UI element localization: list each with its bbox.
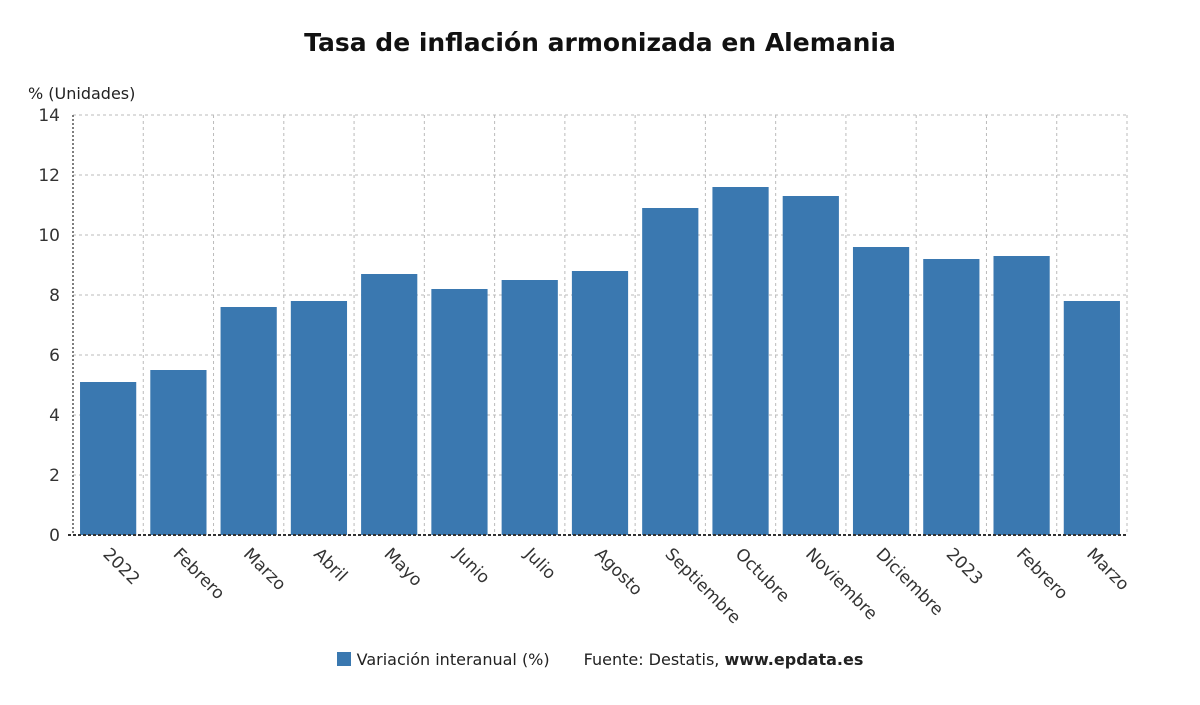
x-tick-label: Febrero [169,544,229,604]
x-tick-label: Febrero [1012,544,1072,604]
bar [923,259,980,535]
y-tick-label: 0 [49,526,60,546]
y-tick-label: 8 [49,286,60,306]
x-tick-label: Junio [449,544,493,588]
bar [571,271,629,535]
x-tick-label: Julio [519,544,559,584]
x-tick-label: Diciembre [872,544,948,620]
bar [993,256,1050,535]
x-tick-label: Marzo [1082,544,1132,594]
bar [501,280,558,535]
x-tick-label: Octubre [731,544,793,606]
bar [782,196,839,535]
y-tick-label: 14 [38,106,60,126]
x-tick-label: 2023 [942,544,987,589]
legend: Variación interanual (%) Fuente: Destatis… [0,650,1200,669]
bar [431,289,488,535]
y-tick-label: 4 [49,406,60,426]
legend-swatch [336,652,351,666]
y-tick-label: 6 [49,346,60,366]
bar [150,370,207,535]
bar [361,274,418,535]
y-tick-label: 2 [49,466,60,486]
x-tick-label: Noviembre [801,544,881,624]
x-tick-label: Agosto [590,544,646,600]
legend-series-label: Variación interanual (%) [356,650,550,669]
bar [80,382,137,535]
source-site: www.epdata.es [724,650,864,669]
bar [220,307,277,535]
bar [1063,301,1120,535]
x-tick-label: Marzo [239,544,289,594]
x-tick-label: Mayo [380,544,426,590]
source-text: Fuente: Destatis, [583,650,720,669]
bar [290,301,348,535]
x-tick-label: 2022 [99,544,144,589]
y-tick-label: 10 [38,226,60,246]
y-axis-unit-label: % (Unidades) [28,84,136,103]
bar [642,208,699,535]
bar [852,247,910,535]
y-tick-label: 12 [38,166,60,186]
chart-title: Tasa de inflación armonizada en Alemania [304,28,896,57]
bar [712,187,769,535]
x-tick-label: Abril [309,544,351,586]
